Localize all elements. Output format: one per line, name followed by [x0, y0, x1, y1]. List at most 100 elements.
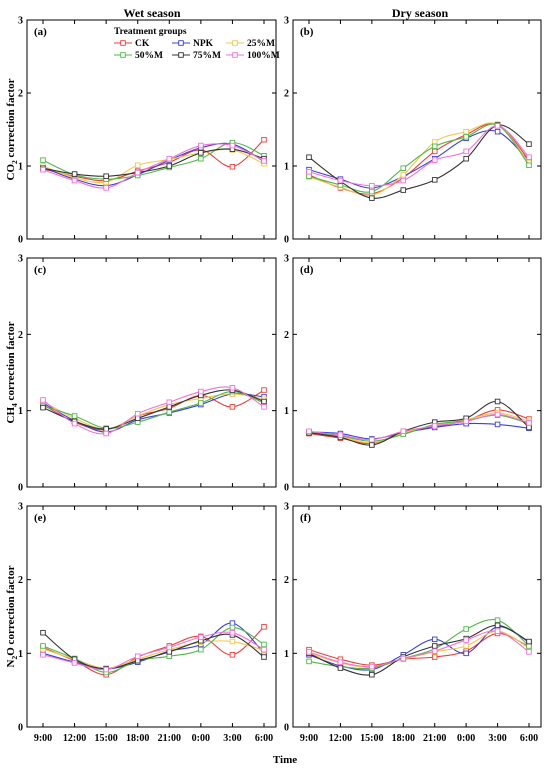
y-tick-label: 2	[18, 89, 23, 100]
legend-swatch-marker	[120, 40, 126, 46]
legend-item-75pct-m: 75%M	[172, 51, 221, 61]
data-point-100pct-m	[400, 428, 407, 435]
x-tick-label: 6:00	[520, 733, 538, 744]
y-tick-label: 0	[18, 483, 23, 494]
x-tick-label: 21:00	[158, 733, 181, 744]
data-point-25pct-m	[463, 643, 469, 649]
data-point-100pct-m	[40, 652, 46, 658]
x-tick-label: 6:00	[255, 733, 273, 744]
data-point-npk	[229, 620, 236, 626]
legend-swatch-marker	[232, 52, 238, 58]
data-point-100pct-m	[526, 420, 532, 426]
data-point-100pct-m	[40, 397, 46, 403]
panel-label: (c)	[34, 264, 47, 276]
x-tick-label: 9:00	[300, 733, 318, 744]
y-tick-label: 3	[284, 502, 289, 513]
x-tick-label: 0:00	[457, 733, 475, 744]
data-point-100pct-m	[166, 399, 173, 406]
data-point-25pct-m	[134, 162, 141, 169]
panel-label: (b)	[300, 26, 314, 38]
data-point-100pct-m	[400, 655, 407, 662]
legend-item-npk: NPK	[172, 39, 214, 49]
x-tick-label: 18:00	[126, 733, 149, 744]
chart-panel-d: 0 1 2 3 (d)	[284, 254, 542, 494]
legend: Treatment groups CK NPK 25%M 50%M 75%M 100%M	[114, 27, 280, 61]
data-point-50pct-m	[71, 413, 78, 419]
x-tick-label: 18:00	[392, 733, 415, 744]
legend-item-100pct-m: 100%M	[226, 51, 280, 61]
x-tick-label: 12:00	[329, 733, 352, 744]
y-tick-label: 0	[284, 723, 289, 734]
data-point-100pct-m	[431, 423, 438, 429]
x-tick-label: 21:00	[423, 733, 446, 744]
legend-swatch-marker	[178, 52, 184, 58]
data-point-50pct-m	[198, 400, 204, 406]
data-point-75pct-m	[166, 163, 173, 169]
data-point-100pct-m	[463, 418, 469, 425]
legend-label: 50%M	[135, 51, 163, 61]
data-point-75pct-m	[71, 171, 78, 177]
data-point-25pct-m	[463, 128, 469, 135]
data-point-100pct-m	[166, 644, 173, 651]
y-tick-label: 1	[284, 649, 289, 660]
legend-item-50pct-m: 50%M	[114, 51, 163, 61]
x-tick-label: 0:00	[192, 733, 210, 744]
data-point-50pct-m	[40, 157, 46, 163]
x-tick-label: 15:00	[360, 733, 383, 744]
y-tick-label: 0	[18, 235, 23, 246]
plot-frame	[26, 19, 277, 240]
data-point-100pct-m	[134, 410, 141, 417]
data-point-50pct-m	[166, 653, 173, 660]
x-tick-label: 3:00	[223, 733, 241, 744]
data-point-50pct-m	[400, 165, 407, 171]
data-point-75pct-m	[526, 638, 532, 645]
x-tick-label: 12:00	[63, 733, 86, 744]
y-tick-label: 2	[18, 575, 23, 586]
data-point-npk	[494, 128, 501, 135]
data-point-ck	[261, 136, 267, 143]
y-tick-label: 2	[284, 89, 289, 100]
data-point-100pct-m	[337, 432, 344, 438]
data-point-100pct-m	[134, 653, 141, 660]
data-point-100pct-m	[337, 659, 344, 665]
data-point-100pct-m	[261, 158, 267, 164]
data-point-ck	[261, 387, 267, 393]
data-point-50pct-m	[463, 134, 469, 140]
data-point-100pct-m	[431, 648, 438, 654]
data-point-100pct-m	[369, 663, 375, 670]
plot-frame	[26, 257, 277, 488]
data-point-100pct-m	[463, 148, 469, 155]
data-point-75pct-m	[494, 398, 501, 405]
legend-swatch-marker	[232, 40, 238, 46]
y-tick-label: 1	[18, 406, 23, 417]
data-point-50pct-m	[306, 173, 312, 179]
data-point-75pct-m	[526, 141, 532, 147]
chart-panel-c: 0 1 2 3 (c)	[18, 254, 277, 494]
wet-season-title: Wet season	[124, 6, 181, 20]
legend-label: 25%M	[247, 39, 275, 49]
y-tick-label: 2	[284, 330, 289, 341]
data-point-50pct-m	[306, 658, 312, 665]
plot-frame	[26, 505, 277, 728]
data-point-100pct-m	[306, 649, 312, 655]
x-tick-label: 3:00	[488, 733, 506, 744]
data-point-npk	[431, 636, 438, 643]
panel-label: (e)	[34, 512, 47, 524]
data-point-50pct-m	[494, 617, 501, 623]
data-point-ck	[431, 654, 438, 660]
data-point-25pct-m	[400, 172, 407, 178]
data-point-50pct-m	[526, 643, 532, 649]
data-point-75pct-m	[40, 404, 46, 411]
data-point-ck	[229, 163, 236, 170]
legend-item-25pct-m: 25%M	[226, 39, 275, 49]
data-point-100pct-m	[103, 666, 109, 673]
data-point-75pct-m	[369, 671, 375, 678]
plot-frame	[292, 505, 542, 728]
data-point-75pct-m	[369, 195, 375, 201]
panel-label: (a)	[34, 26, 47, 38]
legend-title: Treatment groups	[114, 27, 187, 37]
data-point-100pct-m	[166, 155, 173, 162]
data-point-100pct-m	[71, 177, 78, 184]
data-point-100pct-m	[526, 649, 532, 655]
data-point-50pct-m	[166, 409, 173, 415]
